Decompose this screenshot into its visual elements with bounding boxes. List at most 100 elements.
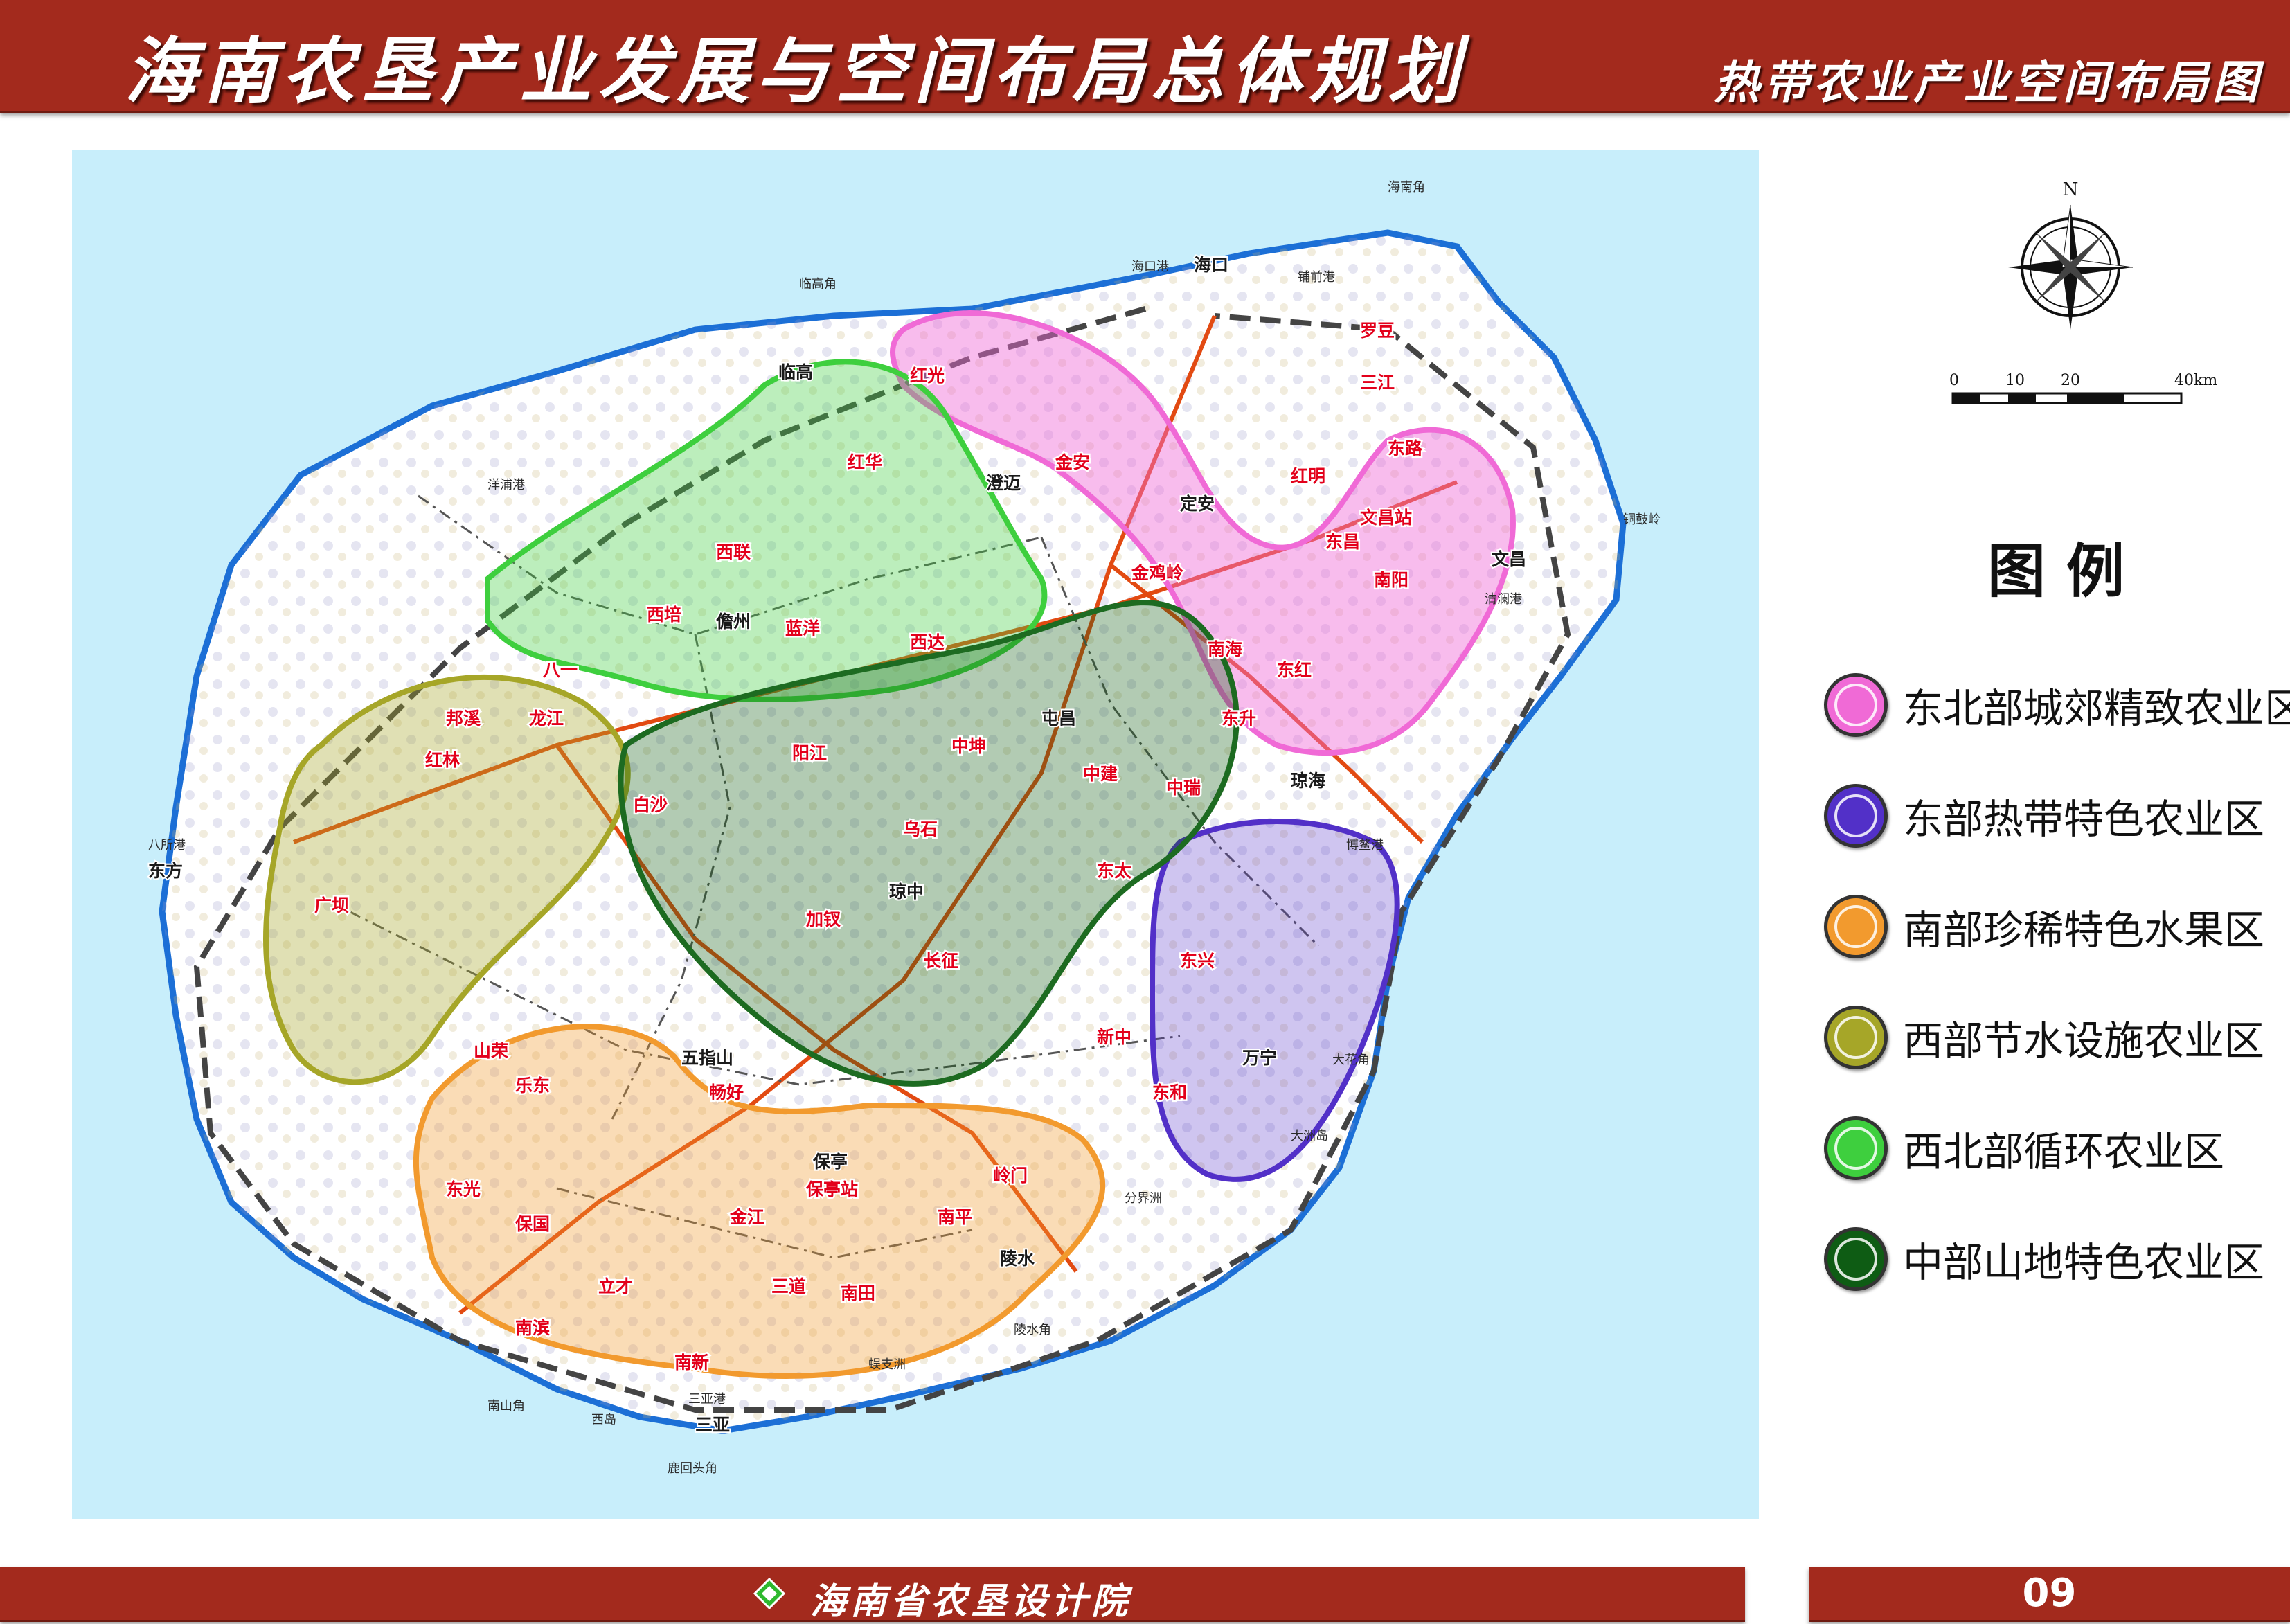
farm-labels: 红光 金安 罗豆 三江 红明 东路 文昌站 东昌 南阳 金鸡岭 南海 东红 东升… (313, 319, 1425, 1375)
scale-label: 20 (2061, 372, 2080, 389)
farm-label: 东兴 (1180, 951, 1215, 971)
city-label: 儋州 (716, 612, 751, 632)
legend-item-south: 南部珍稀特色水果区 (1824, 889, 2264, 965)
farm-label: 东和 (1152, 1082, 1187, 1103)
city-label: 万宁 (1242, 1048, 1277, 1068)
header-banner: 海南农垦产业发展与空间布局总体规划 热带农业产业空间布局图 (0, 0, 2290, 114)
farm-label: 红华 (848, 452, 882, 472)
scale-label: 40km (2174, 372, 2217, 389)
legend-label: 南部珍稀特色水果区 (1903, 907, 2265, 954)
farm-label: 东红 (1277, 660, 1312, 680)
compass-rose-icon: N (2008, 179, 2134, 330)
legend-title: 图例 (1987, 537, 2146, 605)
legend-swatch (1824, 1006, 1888, 1069)
page-title: 海南农垦产业发展与空间布局总体规划 (125, 28, 1467, 114)
coastal-label: 博鳌港 (1346, 838, 1384, 853)
farm-label: 金鸡岭 (1131, 563, 1183, 583)
farm-label: 金江 (729, 1207, 764, 1227)
farm-label: 红林 (425, 750, 460, 770)
zone-south (413, 1024, 1106, 1379)
coastal-label: 铺前港 (1298, 270, 1335, 285)
farm-label: 红明 (1291, 466, 1325, 486)
farm-label: 岭门 (993, 1166, 1028, 1186)
legend-label: 西部节水设施农业区 (1903, 1017, 2265, 1064)
coastal-label: 陵水角 (1014, 1323, 1051, 1337)
legend-label: 东北部城郊精致农业区 (1903, 685, 2290, 732)
farm-label: 南田 (841, 1283, 875, 1303)
farm-label: 长征 (924, 951, 958, 971)
city-label: 琼中 (889, 882, 924, 902)
farm-label: 西联 (716, 542, 751, 562)
farm-label: 金安 (1055, 452, 1090, 472)
farm-label: 山荣 (474, 1041, 508, 1061)
farm-label: 东升 (1222, 708, 1256, 729)
legend-item-northeast: 东北部城郊精致农业区 (1824, 667, 2290, 743)
scale-label: 0 (1949, 372, 1959, 389)
coastal-label: 三亚港 (688, 1392, 726, 1407)
coastal-label: 海南角 (1388, 180, 1425, 195)
farm-label: 南平 (938, 1207, 972, 1227)
county-boundaries (348, 494, 1320, 1259)
coastal-label: 南山角 (487, 1399, 525, 1413)
page-number: 09 (2022, 1571, 2077, 1616)
map-panel: 红光 金安 罗豆 三江 红明 东路 文昌站 东昌 南阳 金鸡岭 南海 东红 东升… (72, 150, 1759, 1519)
legend-label: 东部热带特色农业区 (1903, 796, 2265, 843)
farm-label: 南滨 (515, 1318, 550, 1338)
farm-label: 畅好 (709, 1082, 744, 1103)
city-label: 五指山 (681, 1048, 733, 1068)
farm-label: 罗豆 (1360, 321, 1395, 341)
farm-label: 南新 (674, 1353, 709, 1373)
legend-item-west: 西部节水设施农业区 (1824, 999, 2264, 1076)
city-label: 文昌 (1492, 549, 1526, 569)
coastal-label: 大洲岛 (1291, 1129, 1328, 1143)
city-label: 保亭 (812, 1152, 848, 1172)
farm-label: 南海 (1208, 639, 1242, 659)
farm-label: 立才 (598, 1276, 633, 1296)
farm-label: 西培 (647, 605, 681, 625)
legend-swatch (1824, 673, 1888, 737)
coastal-label: 洋浦港 (487, 478, 525, 492)
institute-logo-icon (753, 1578, 785, 1609)
farm-label: 东昌 (1325, 532, 1360, 552)
farm-label: 文昌站 (1360, 508, 1412, 528)
legend-item-northwest: 西北部循环农业区 (1824, 1110, 2224, 1186)
legend-label: 西北部循环农业区 (1903, 1128, 2225, 1175)
farm-label: 白沙 (633, 795, 668, 815)
legend-label: 中部山地特色农业区 (1903, 1239, 2265, 1286)
farm-label: 阳江 (792, 743, 827, 763)
institute-name: 海南省农垦设计院 (810, 1580, 1132, 1623)
coastal-label: 八所港 (148, 838, 186, 853)
city-label: 东方 (148, 861, 183, 881)
farm-label: 新中 (1097, 1027, 1131, 1047)
farm-label: 保国 (515, 1214, 550, 1234)
coastal-label: 铜鼓岭 (1623, 512, 1661, 527)
highway-network (292, 314, 1458, 1315)
farm-label: 广坝 (314, 895, 349, 916)
city-label: 临高 (778, 362, 813, 382)
farm-label: 三江 (1360, 373, 1395, 393)
scale-label: 10 (2005, 372, 2025, 389)
farm-label: 东光 (446, 1179, 481, 1199)
footer-banner: 海南省农垦设计院 (0, 1567, 1745, 1623)
zone-west (263, 674, 631, 1085)
farm-label: 中建 (1083, 764, 1118, 784)
farm-label: 邦溪 (446, 708, 481, 729)
zone-central (618, 600, 1240, 1087)
farm-label: 南阳 (1374, 570, 1408, 590)
city-label: 琼海 (1291, 771, 1325, 791)
north-label: N (2063, 179, 2079, 200)
city-label: 澄迈 (986, 473, 1021, 493)
city-label: 定安 (1180, 494, 1215, 514)
farm-label: 东路 (1388, 438, 1423, 458)
legend-swatch (1824, 1116, 1888, 1180)
farm-label: 三道 (771, 1276, 806, 1296)
legend-swatch (1824, 784, 1888, 848)
city-label: 陵水 (1000, 1249, 1035, 1269)
zone-northeast (890, 310, 1516, 756)
legend-item-central: 中部山地特色农业区 (1824, 1221, 2264, 1297)
farm-label: 红光 (910, 366, 945, 386)
farm-label: 乌石 (903, 819, 938, 839)
city-label: 三亚 (695, 1415, 730, 1435)
railway-line (193, 306, 1571, 1413)
coastal-label: 清澜港 (1485, 592, 1522, 607)
